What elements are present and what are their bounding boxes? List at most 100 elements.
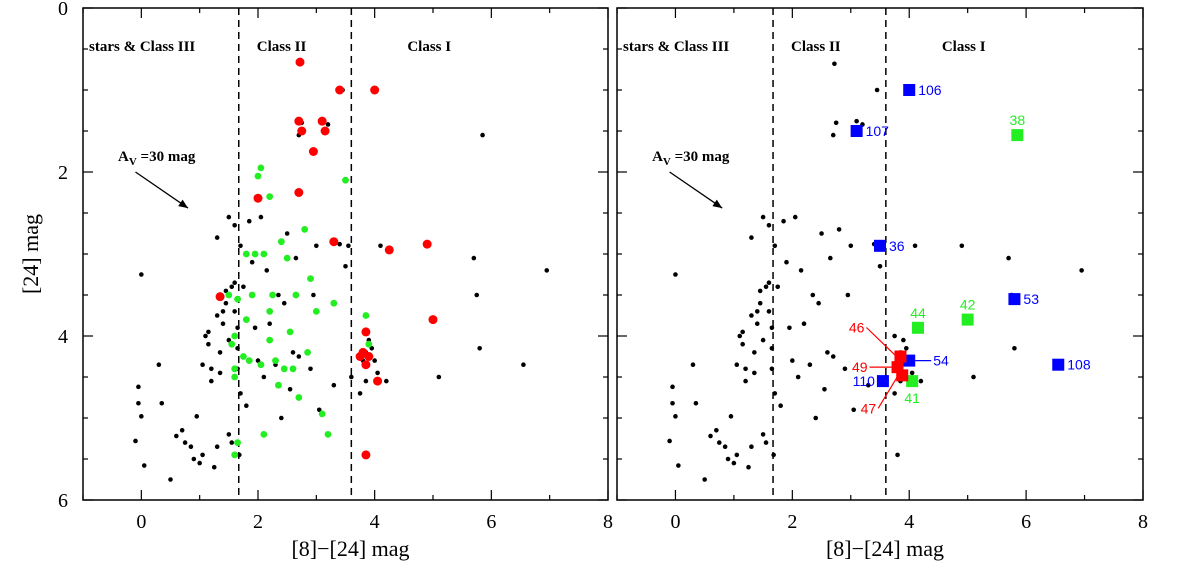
left-point-green [266,336,274,344]
left-point-black [325,122,331,127]
left-point-black [337,241,342,247]
left-point-green [240,353,247,360]
left-point-black [249,259,255,265]
left-point-red [320,126,330,136]
right-point-black [807,362,813,368]
left-point-green [312,308,320,315]
left-point-black [343,264,348,269]
left-point-black [209,378,214,384]
left-point-green [295,394,303,401]
left-point-green [245,357,253,364]
right-point-black [760,214,766,220]
left-point-black [296,354,302,359]
left-point-black [229,284,235,290]
left-region-label: stars & Class III [89,39,195,55]
right-point-black [673,272,678,277]
right-region-label: Class II [791,39,841,55]
left-point-red [215,292,225,302]
right-point-black [754,309,760,314]
left-point-black [363,378,369,384]
left-point-red [295,57,305,67]
left-point-black [156,362,162,368]
right-x-tick-label: 0 [670,511,680,533]
right-point-black [784,259,789,265]
left-point-black [139,272,144,277]
right-point-black [690,362,696,368]
right-point-black [830,132,836,138]
left-point-red [308,147,318,156]
right-point-black [722,444,728,450]
right-point-black [769,325,775,331]
left-point-red [294,188,304,197]
right-point-black [676,463,681,468]
source-label-38: 38 [1010,112,1026,128]
right-point-black [760,432,766,437]
right-point-black [740,329,745,335]
left-point-black [141,463,147,468]
left-point-black [174,433,179,439]
source-marker-53 [1008,293,1021,306]
left-point-black [226,432,232,437]
source-label-54: 54 [933,353,949,369]
left-point-black [246,218,252,224]
left-point-red [361,360,371,370]
right-point-black [749,444,754,450]
left-point-green [301,226,309,233]
left-point-black [232,223,237,228]
left-point-black [179,428,185,433]
right-point-black [757,288,763,294]
left-y-axis-label: [24] mag [18,214,43,294]
right-x-tick-label: 8 [1138,511,1148,533]
source-marker-44 [911,321,924,334]
right-point-black [763,440,769,445]
left-point-black [331,382,337,388]
right-point-black [822,387,827,392]
left-point-black [188,444,194,450]
left-point-black [378,243,383,249]
source-leader-47 [877,375,899,409]
left-point-black [191,456,197,462]
right-point-black [892,333,897,339]
left-point-red [329,237,339,247]
left-point-red [335,85,345,95]
right-point-black [825,350,830,355]
right-x-tick-label: 4 [904,511,914,533]
left-point-green [242,316,250,323]
right-point-black [708,433,713,439]
left-point-black [197,460,202,466]
left-point-black [346,243,351,249]
right-region-label: Class I [942,39,986,55]
left-point-green [231,451,239,459]
right-point-black [790,358,795,363]
left-point-black [480,132,485,138]
left-point-green [234,295,241,303]
right-point-black [892,391,897,396]
right-point-black [1079,268,1084,273]
left-point-green [234,439,241,446]
left-point-green [225,291,233,299]
source-marker-42 [961,313,974,326]
source-marker-106 [903,84,916,96]
left-extinction-label: AV =30 mag [118,149,196,168]
source-marker-47 [896,369,909,382]
left-point-black [281,300,287,306]
right-point-black [959,243,965,249]
left-point-green [307,275,314,282]
left-point-black [206,341,211,347]
right-point-black [904,346,909,351]
right-point-black [737,333,743,339]
left-point-black [474,292,480,298]
right-point-black [828,255,833,261]
left-point-black [200,362,205,368]
right-point-black [819,231,824,236]
left-point-black [211,464,217,470]
left-point-green [231,332,239,340]
right-point-black [769,366,775,372]
left-point-green [275,381,282,389]
right-point-black [673,414,678,419]
left-point-black [238,391,243,396]
right-point-black [1012,346,1017,351]
right-point-black [749,313,754,318]
left-point-black [521,362,526,368]
left-point-black [264,268,270,273]
